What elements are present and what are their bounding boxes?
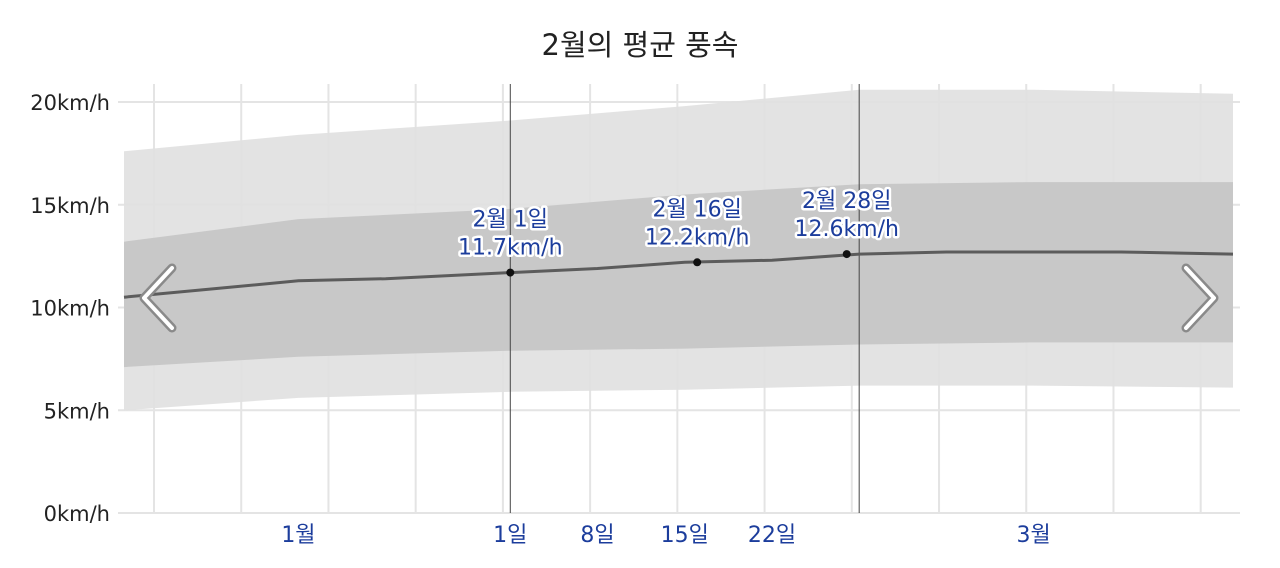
y-tick-label: 20km/h — [30, 91, 110, 115]
x-tick-label: 8일 — [580, 523, 614, 548]
prev-button[interactable] — [139, 263, 177, 333]
annotation-label: 2월 1일 — [473, 208, 548, 233]
x-tick-label: 1월 — [281, 523, 315, 548]
annotation-label-halo: 12.6km/h — [794, 217, 899, 242]
next-button[interactable] — [1181, 263, 1219, 333]
annotation-label-halo: 11.7km/h — [458, 236, 563, 261]
annotation-label-halo: 2월 1일 — [473, 208, 548, 233]
annotation-label: 2월 28일 — [802, 189, 891, 214]
annotation-point — [842, 250, 851, 259]
y-tick-label: 15km/h — [30, 194, 110, 218]
annotation-label: 12.2km/h — [645, 225, 750, 250]
annotation-label-halo: 2월 16일 — [652, 197, 741, 222]
annotation-label-halo: 2월 28일 — [802, 189, 891, 214]
y-tick-label: 5km/h — [44, 399, 110, 423]
x-tick-label: 22일 — [748, 523, 796, 548]
annotation-label-halo: 12.2km/h — [645, 225, 750, 250]
y-tick-label: 10km/h — [30, 297, 110, 321]
band-25-75 — [124, 182, 1233, 368]
annotation-label: 2월 16일 — [652, 197, 741, 222]
annotation-point — [506, 268, 515, 277]
x-tick-label: 1일 — [493, 523, 527, 548]
y-tick-label: 0km/h — [44, 502, 110, 526]
mean-series-line — [123, 250, 1234, 299]
annotation-label: 12.6km/h — [794, 217, 899, 242]
x-tick-label: 3월 — [1017, 523, 1051, 548]
x-tick-label: 15일 — [661, 523, 709, 548]
chart-title: 2월의 평균 풍속 — [541, 28, 739, 62]
annotation-point — [693, 258, 702, 267]
annotation-label: 11.7km/h — [458, 236, 563, 261]
